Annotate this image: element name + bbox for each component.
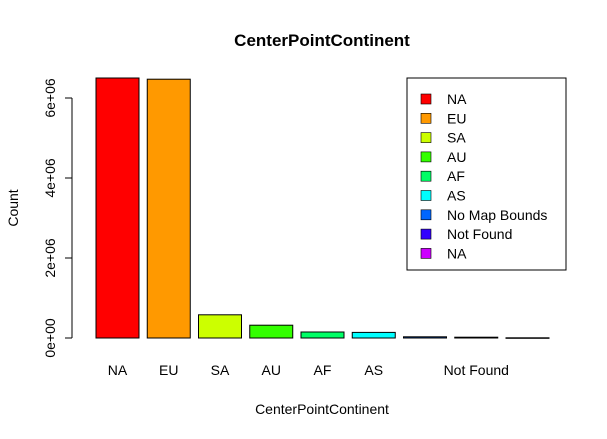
x-tick-label: NA — [108, 362, 128, 378]
legend-swatch — [420, 209, 432, 221]
legend-label: AU — [447, 149, 466, 165]
bar-8 — [454, 336, 499, 339]
bar-9 — [505, 337, 550, 339]
bar-4 — [249, 324, 294, 339]
legend-label: AF — [447, 168, 465, 184]
x-tick-labels: NA EU SA AU AF AS Not Found — [108, 362, 509, 378]
x-tick-label: AU — [262, 362, 281, 378]
legend-label: SA — [447, 130, 466, 146]
legend-swatch — [420, 190, 432, 201]
y-axis: 0e+00 2e+06 4e+06 6e+06 — [42, 78, 73, 358]
x-tick-label: AF — [314, 362, 332, 378]
legend-box — [406, 77, 567, 271]
bar-3 — [198, 314, 242, 339]
legend-label: NA — [447, 245, 467, 261]
y-tick-label: 0e+00 — [42, 318, 58, 358]
y-tick-label: 6e+06 — [42, 78, 58, 118]
x-tick-label: SA — [211, 362, 230, 378]
legend-swatch — [420, 93, 432, 105]
legend-label: NA — [447, 91, 467, 107]
bar-7 — [403, 336, 447, 339]
legend-label: EU — [447, 110, 466, 126]
bar-6 — [351, 331, 396, 339]
legend-swatch — [420, 132, 432, 143]
bar-1 — [95, 77, 140, 339]
bar-5 — [300, 331, 345, 339]
y-tick-label: 2e+06 — [42, 238, 58, 278]
y-tick-label: 4e+06 — [42, 158, 58, 198]
bar-2 — [146, 78, 191, 339]
legend-swatch — [420, 151, 432, 163]
x-axis-label: CenterPointContinent — [255, 401, 389, 417]
y-axis-label: Count — [5, 189, 21, 226]
x-tick-label: Not Found — [444, 362, 509, 378]
legend-swatch — [420, 113, 432, 124]
legend-swatch — [420, 248, 432, 259]
legend-swatch — [420, 170, 432, 182]
legend-label: No Map Bounds — [447, 207, 547, 223]
bars-group — [95, 77, 550, 339]
chart-title: CenterPointContinent — [234, 31, 410, 50]
legend-swatch — [420, 228, 432, 240]
x-tick-label: AS — [364, 362, 383, 378]
legend-label: Not Found — [447, 226, 512, 242]
legend: NA EU SA AU AF AS No Map Bounds Not Found NA — [406, 77, 567, 271]
legend-label: AS — [447, 188, 466, 204]
x-tick-label: EU — [159, 362, 178, 378]
